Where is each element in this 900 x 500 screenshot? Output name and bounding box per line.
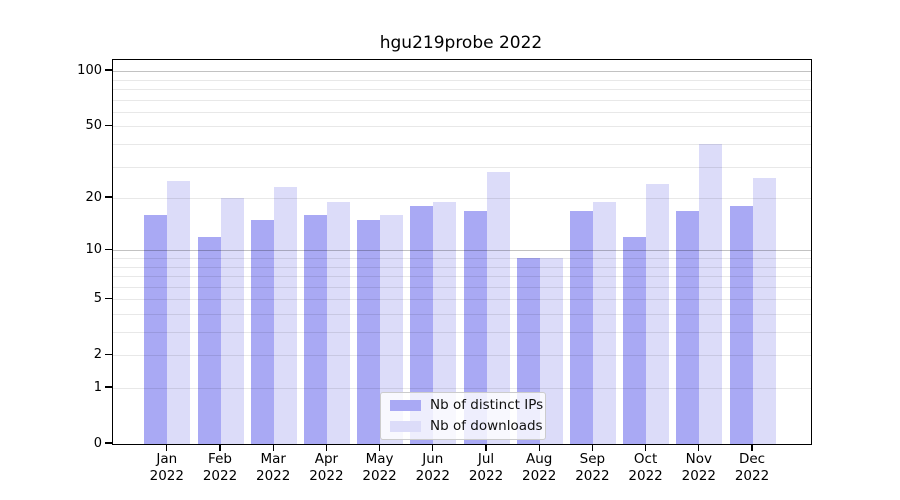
- legend-label-downloads: Nb of downloads: [430, 417, 543, 434]
- gridline: [113, 198, 811, 200]
- legend-label-distinct-ips: Nb of distinct IPs: [430, 397, 544, 414]
- x-tick-label: Nov 2022: [681, 451, 716, 484]
- legend-item-distinct-ips: Nb of distinct IPs: [390, 398, 545, 413]
- bar-distinct-ips: [197, 236, 221, 444]
- x-tick-mark: [591, 444, 594, 451]
- x-tick-mark: [751, 444, 753, 451]
- gridline: [113, 258, 811, 259]
- bar-downloads: [380, 215, 404, 444]
- x-tick-label: Jun 2022: [415, 451, 450, 484]
- gridline: [113, 111, 811, 113]
- bar-distinct-ips: [250, 220, 274, 444]
- gridline: [113, 166, 811, 168]
- gridline: [113, 286, 811, 288]
- gridline: [113, 99, 811, 101]
- x-tick-label: Mar 2022: [256, 451, 291, 484]
- legend: Nb of distinct IPs Nb of downloads: [380, 392, 546, 440]
- bar-downloads: [433, 202, 457, 444]
- x-tick-mark: [378, 444, 381, 451]
- bar-downloads: [273, 187, 297, 444]
- bar-downloads: [326, 202, 350, 444]
- y-tick-mark: [105, 386, 112, 388]
- bar-distinct-ips: [569, 210, 593, 444]
- x-tick-label: Jul 2022: [468, 451, 504, 484]
- y-tick-mark: [105, 248, 112, 250]
- x-tick-label: Aug 2022: [522, 451, 557, 484]
- bar-downloads: [592, 202, 616, 444]
- bar-distinct-ips: [729, 206, 753, 444]
- x-tick-mark: [644, 444, 647, 451]
- x-tick-label: Jan 2022: [149, 451, 184, 484]
- bar-downloads: [167, 180, 191, 444]
- gridline: [113, 266, 811, 268]
- legend-swatch-distinct-ips: [390, 400, 421, 412]
- legend-swatch-downloads: [390, 420, 421, 432]
- gridline: [113, 355, 811, 357]
- bar-distinct-ips: [144, 215, 168, 444]
- bar-distinct-ips: [303, 215, 327, 444]
- gridline: [113, 332, 811, 334]
- y-tick-label: 20: [85, 189, 102, 205]
- x-tick-label: Dec 2022: [734, 451, 770, 484]
- gridline: [113, 79, 811, 81]
- x-tick-mark: [166, 444, 168, 451]
- y-tick-mark: [105, 69, 112, 71]
- chart-title: hgu219probe 2022: [379, 33, 543, 53]
- x-tick-mark: [272, 444, 274, 451]
- bar-distinct-ips: [410, 206, 434, 444]
- y-tick-label: 2: [93, 346, 102, 362]
- gridline: [113, 144, 811, 146]
- y-tick-mark: [105, 196, 112, 198]
- bar-downloads: [699, 144, 723, 444]
- legend-item-downloads: Nb of downloads: [390, 417, 545, 434]
- gridline: [113, 276, 811, 278]
- gridline: [113, 299, 811, 301]
- gridline: [113, 250, 811, 252]
- bar-distinct-ips: [676, 210, 700, 444]
- bar-downloads: [486, 172, 510, 444]
- y-tick-label: 1: [93, 379, 102, 395]
- y-tick-mark: [105, 297, 112, 299]
- x-tick-mark: [485, 444, 487, 451]
- y-tick-mark: [105, 124, 112, 127]
- gridline: [113, 313, 811, 315]
- bar-downloads: [752, 177, 776, 444]
- x-tick-mark: [432, 444, 434, 451]
- y-tick-label: 100: [77, 62, 102, 78]
- gridline: [113, 71, 811, 73]
- y-tick-mark: [105, 353, 112, 355]
- x-tick-label: Apr 2022: [309, 451, 344, 484]
- x-tick-label: Feb 2022: [202, 451, 238, 484]
- x-tick-mark: [325, 444, 328, 451]
- gridline: [113, 126, 811, 128]
- bar-distinct-ips: [357, 220, 381, 444]
- x-tick-label: Oct 2022: [628, 451, 663, 484]
- y-tick-mark: [105, 442, 112, 444]
- bar-distinct-ips: [463, 210, 487, 444]
- bar-distinct-ips: [623, 236, 647, 444]
- y-tick-label: 0: [93, 435, 102, 451]
- bar-downloads: [220, 198, 244, 444]
- x-tick-mark: [219, 444, 221, 451]
- x-tick-label: May 2022: [362, 451, 397, 484]
- y-tick-label: 50: [85, 117, 102, 133]
- plot-area: [112, 59, 812, 445]
- gridline: [113, 388, 811, 389]
- x-tick-mark: [538, 444, 540, 451]
- y-tick-label: 10: [85, 241, 102, 257]
- y-tick-label: 5: [93, 290, 102, 306]
- x-tick-mark: [698, 444, 700, 451]
- bar-downloads: [646, 183, 670, 444]
- x-tick-label: Sep 2022: [575, 451, 610, 484]
- gridline: [113, 89, 811, 91]
